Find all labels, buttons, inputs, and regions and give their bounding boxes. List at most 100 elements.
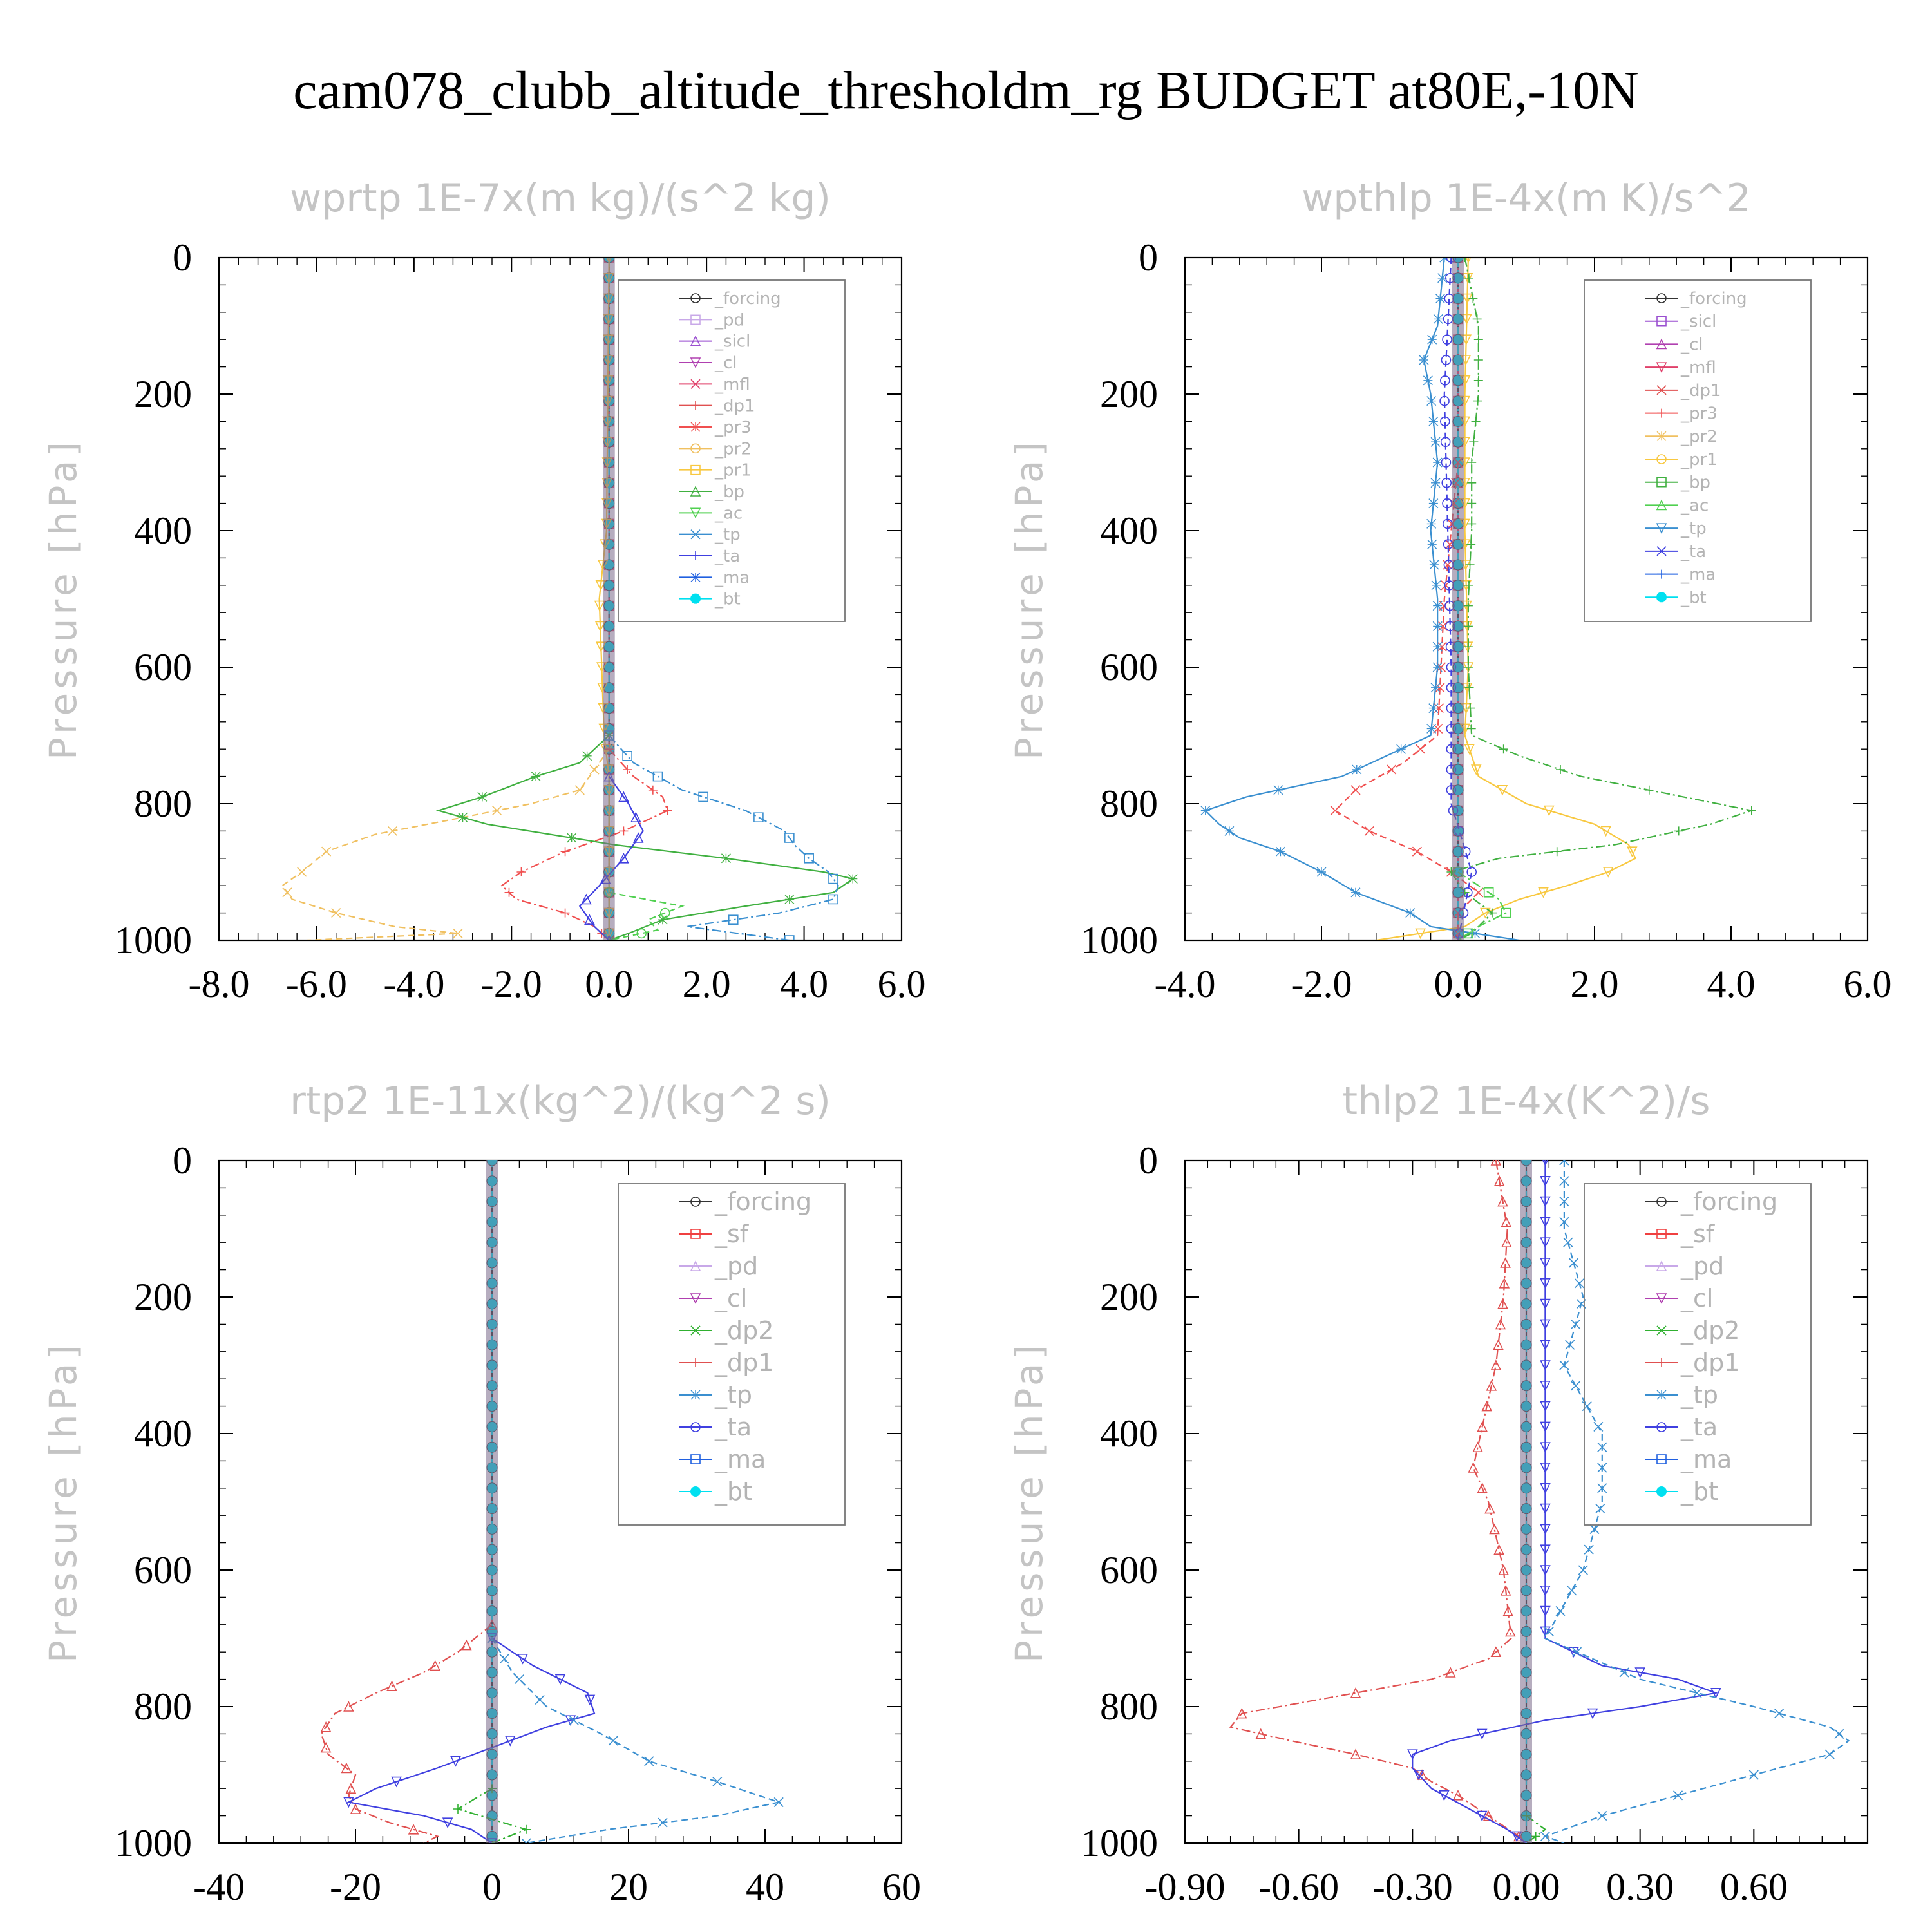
x-tick-label: -8.0 (189, 963, 250, 1005)
series-point-dp1 (1468, 1462, 1479, 1473)
series-point-ta (343, 1797, 354, 1808)
legend-item-forcing: _forcing (1645, 1188, 1777, 1216)
x-tick-label: 6.0 (878, 963, 926, 1005)
series-point-tp (1595, 1504, 1605, 1514)
series-point-pr2 (589, 764, 600, 775)
series-point-ta (1440, 437, 1451, 448)
legend-item-ma: _ma (1645, 565, 1716, 585)
series-point-dp1 (1493, 1339, 1504, 1350)
series-point-tp (1559, 1197, 1569, 1207)
legend-box (1584, 1183, 1812, 1526)
series-point-tp (1578, 1565, 1588, 1575)
series-point-pr3 (1412, 846, 1422, 857)
y-tick-label: 200 (1100, 373, 1158, 415)
series-point-dp1 (1501, 1236, 1512, 1247)
series-point-tp (1432, 662, 1443, 672)
series-point-pr3 (516, 867, 526, 876)
series-point-tp (1427, 539, 1437, 549)
series-point-tp (1559, 1217, 1569, 1227)
series-point-dp1 (345, 1783, 357, 1794)
series-point-tp (521, 1838, 531, 1843)
series-point-tp (1470, 928, 1480, 938)
y-tick-label: 600 (134, 646, 192, 688)
series-point-dp1 (320, 1721, 332, 1732)
series-point-pr3 (623, 765, 632, 774)
series-point-tp (1426, 723, 1437, 734)
series-point-tp (1570, 1319, 1581, 1329)
series-point-ta (1540, 1524, 1551, 1535)
series-point-ta (1540, 1463, 1551, 1473)
series-point-dp2 (453, 1804, 462, 1814)
legend-item-dp1: _dp1 (679, 1349, 773, 1377)
legend-label: _bp (1680, 473, 1710, 493)
legend-label: _sf (714, 1220, 750, 1248)
series-point-bp (1499, 744, 1508, 754)
legend-label: _bt (714, 590, 741, 609)
series-point-ac (659, 907, 670, 918)
x-tick-label: 4.0 (780, 963, 828, 1005)
legend-swatch-marker (1656, 499, 1667, 511)
series-point-dp1 (343, 1701, 354, 1712)
legend-swatch-marker (1656, 1454, 1667, 1464)
legend-swatch-marker (1656, 454, 1667, 464)
legend-item-pr1: _pr1 (679, 461, 752, 480)
series-point-pr3 (1364, 826, 1374, 836)
series-point-tp (1597, 1811, 1607, 1821)
series-point-bp (1552, 847, 1562, 857)
series-group (1200, 258, 1756, 940)
y-tick-label: 400 (1100, 509, 1158, 552)
series-point-ta (1540, 1196, 1551, 1208)
legend-swatch-marker (690, 572, 701, 582)
legend-swatch-marker (690, 1229, 701, 1239)
series-point-pr1 (594, 600, 605, 612)
series-point-pr2 (331, 908, 341, 918)
series-point-ta (1540, 1381, 1551, 1392)
series-point-dp1 (1495, 1318, 1506, 1330)
legend-item-tp: _tp (1645, 519, 1707, 538)
legend-label: _mfl (714, 375, 750, 394)
series-point-dp1 (1490, 1160, 1502, 1166)
series-point-dp1 (1350, 1687, 1361, 1698)
series-point-bp (1556, 765, 1565, 774)
x-tick-label: -4.0 (1155, 963, 1216, 1005)
series-point-pr3 (504, 887, 514, 897)
series-point-tp (499, 1654, 509, 1664)
legend-label: _ma (1680, 565, 1716, 585)
legend-box (618, 279, 846, 622)
y-tick-label: 0 (1139, 1139, 1158, 1182)
series-line-pr3 (500, 748, 668, 940)
y-tick-label: 800 (1100, 1685, 1158, 1728)
legend-item-ma: _ma (679, 568, 750, 587)
series-point-bp (477, 791, 488, 802)
series-point-ta (1540, 1298, 1551, 1310)
legend-swatch-marker (1656, 1422, 1667, 1432)
series-point-dp1 (1472, 1441, 1483, 1452)
series-point-bp (1463, 601, 1473, 611)
series-point-dp1 (1477, 1482, 1488, 1493)
series-point-bp (721, 853, 731, 864)
series-point-ac (1501, 907, 1511, 918)
series-point-pr1 (595, 580, 607, 591)
plot-frame (218, 256, 903, 942)
series-point-tp (1544, 1626, 1554, 1636)
series-point-tp (535, 1694, 545, 1705)
series-point-dp1 (1486, 1380, 1497, 1391)
legend-item-forcing: _forcing (679, 1188, 811, 1216)
series-group (1229, 1160, 1850, 1843)
legend-label: _ma (1680, 1445, 1732, 1473)
legend-item-cl: _cl (679, 1284, 747, 1312)
series-point-ta (584, 914, 595, 925)
series-point-tp (1273, 785, 1283, 795)
series-point-ta (1511, 1831, 1522, 1842)
series-point-dp1 (386, 1680, 397, 1691)
series-point-tp (1569, 1258, 1579, 1268)
legend-item-dp1: _dp1 (1645, 1349, 1739, 1377)
figure-title: cam078_clubb_altitude_thresholdm_rg BUDG… (293, 61, 1639, 120)
legend-swatch-marker (1656, 1486, 1667, 1497)
series-point-ta (1442, 334, 1452, 345)
x-tick-label: 4.0 (1707, 963, 1756, 1005)
x-tick-label: 2.0 (683, 963, 731, 1005)
chart-panel-3: rtp2 1E-11x(kg^2)/(kg^2 s) Pressure [hPa]… (41, 1079, 921, 1908)
series-point-tp (1429, 560, 1439, 570)
